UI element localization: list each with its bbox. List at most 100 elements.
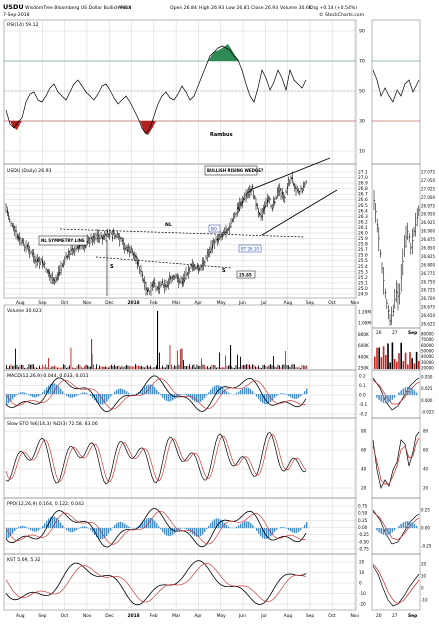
volume-spike-bar bbox=[230, 345, 231, 369]
ppo-hist-bar bbox=[14, 528, 15, 531]
inset-ppo-hist-bar bbox=[387, 528, 389, 535]
inset-volume-tick: 50000 bbox=[421, 349, 434, 354]
header: USDU WisdomTree Bloomberg US Dollar Bull… bbox=[3, 3, 365, 18]
ppo-hist-bar bbox=[256, 528, 257, 531]
macd-hist-bar bbox=[72, 394, 73, 398]
volume-bar bbox=[75, 368, 76, 369]
inset-volume-bar bbox=[403, 361, 405, 369]
volume-bar bbox=[63, 364, 64, 369]
ppo-hist-bar bbox=[38, 528, 39, 530]
macd-hist-bar bbox=[116, 390, 117, 394]
volume-tick: 600K bbox=[358, 343, 369, 348]
inset-volume-tick: 40000 bbox=[421, 354, 434, 359]
s-right-label: S bbox=[222, 268, 226, 274]
inset-price-tick: 26.775 bbox=[421, 271, 435, 276]
volume-bar bbox=[248, 365, 249, 369]
macd-hist-bar bbox=[82, 393, 83, 395]
volume-value: Volume 30.6K bbox=[280, 5, 313, 11]
inset-ppo-tick-labels: 0.250.00-0.25 bbox=[421, 508, 432, 549]
volume-bar bbox=[273, 356, 274, 369]
volume-bar bbox=[272, 365, 273, 369]
month-label: 2018 bbox=[128, 300, 140, 306]
volume-bar bbox=[275, 367, 276, 369]
macd-hist-bar bbox=[110, 394, 111, 397]
inset-volume-bar bbox=[416, 352, 418, 369]
volume-bar bbox=[48, 358, 49, 369]
volume-bar bbox=[207, 366, 208, 369]
macd-tick: -0.1 bbox=[359, 402, 368, 407]
volume-tick: 800K bbox=[358, 332, 369, 337]
volume-bar bbox=[164, 367, 165, 369]
sto-tick: 20 bbox=[361, 486, 367, 491]
macd-hist-bar bbox=[294, 394, 295, 399]
macd-hist-bar bbox=[256, 394, 257, 397]
inset-kst-tick: 20 bbox=[421, 562, 427, 567]
inset-volume-tick: 20000 bbox=[421, 366, 434, 371]
volume-bar bbox=[57, 368, 58, 369]
price-tick: 26.8 bbox=[358, 186, 368, 192]
price-tick: 25.1 bbox=[358, 280, 368, 286]
volume-bar bbox=[174, 365, 175, 369]
price-tick: 25.5 bbox=[358, 258, 368, 264]
volume-tick: 400K bbox=[358, 354, 369, 359]
ppo-hist-bar bbox=[248, 522, 249, 529]
ppo-hist-bar bbox=[42, 526, 43, 528]
inset-macd-hist-bar bbox=[416, 393, 418, 396]
ppo-hist-bar bbox=[68, 528, 69, 532]
macd-hist-bar bbox=[238, 391, 239, 394]
volume-bar bbox=[261, 368, 262, 369]
volume-bar bbox=[6, 365, 7, 369]
inset-volume-bar bbox=[398, 353, 400, 369]
ppo-hist-bar bbox=[186, 528, 187, 529]
ppo-tick: -0.50 bbox=[358, 539, 369, 544]
ppo-hist-bar bbox=[294, 528, 295, 533]
volume-bar bbox=[9, 366, 10, 369]
month-label: Dec bbox=[105, 300, 114, 306]
macd-hist-bar bbox=[306, 389, 307, 395]
macd-hist-bar bbox=[158, 392, 159, 394]
inset-kst-signal bbox=[373, 564, 419, 604]
price-tick: 27.1 bbox=[358, 170, 368, 176]
inset-price-tick: 26.800 bbox=[421, 262, 435, 267]
macd-hist-bar bbox=[60, 389, 61, 394]
inset-volume-bar bbox=[407, 365, 409, 369]
macd-hist-bar bbox=[162, 394, 163, 398]
macd-hist-bar bbox=[126, 391, 127, 394]
ppo-hist-bar bbox=[276, 528, 277, 530]
volume-bar bbox=[180, 349, 181, 369]
volume-bar bbox=[242, 365, 243, 369]
volume-bar bbox=[252, 364, 253, 369]
ppo-hist-bar bbox=[300, 528, 301, 530]
macd-hist-bar bbox=[228, 393, 229, 395]
inset-ppo-hist-bar bbox=[394, 528, 396, 530]
volume-bar bbox=[44, 367, 45, 369]
macd-hist-bar bbox=[160, 394, 161, 395]
volume-bar bbox=[11, 364, 12, 369]
ppo-hist-bar bbox=[244, 521, 245, 528]
bottom-month-label: Jul bbox=[260, 613, 266, 619]
price-annotation: 25.65 bbox=[237, 271, 255, 278]
volume-bar bbox=[243, 365, 244, 369]
price-tick: 27.0 bbox=[358, 175, 368, 181]
ppo-hist-bar bbox=[200, 528, 201, 536]
macd-hist-bar bbox=[74, 394, 75, 397]
volume-bar bbox=[168, 365, 169, 369]
ppo-hist-bar bbox=[82, 526, 83, 528]
volume-bar bbox=[197, 365, 198, 369]
price-box-text: 25.65 bbox=[239, 273, 252, 278]
volume-bar bbox=[245, 365, 246, 369]
bottom-month-label: Apr bbox=[194, 613, 202, 619]
inset-price-tick: 26.725 bbox=[421, 288, 435, 293]
inset-kst-line bbox=[373, 566, 419, 606]
macd-hist-bar bbox=[266, 394, 267, 404]
ppo-hist-bar bbox=[172, 528, 173, 535]
kst-tick: -20 bbox=[359, 602, 366, 607]
volume-bar bbox=[125, 366, 126, 369]
ppo-hist-bar bbox=[26, 527, 27, 528]
